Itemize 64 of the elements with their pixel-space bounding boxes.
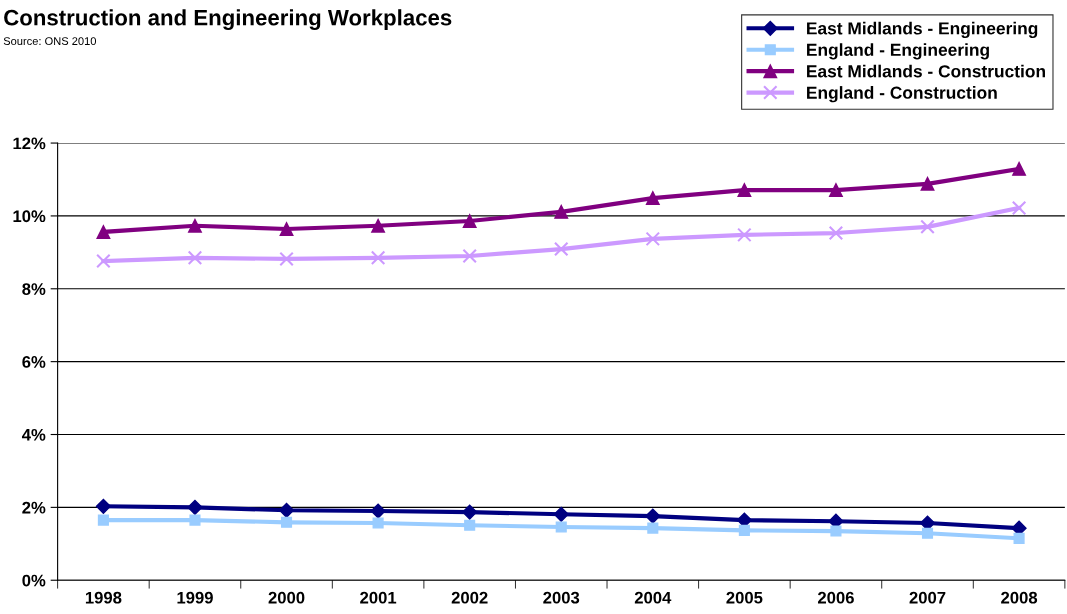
y-tick-label: 12% xyxy=(13,137,46,150)
point xyxy=(189,514,201,526)
point xyxy=(1012,161,1027,176)
point xyxy=(553,241,569,257)
point xyxy=(645,231,661,247)
point xyxy=(279,251,294,267)
chart-title: Construction and Engineering Workplaces xyxy=(4,9,452,31)
point xyxy=(280,516,293,528)
point xyxy=(647,522,659,534)
point xyxy=(737,227,752,243)
point xyxy=(830,525,842,537)
legend-label: England - Construction xyxy=(807,86,997,103)
point xyxy=(645,191,660,206)
point xyxy=(464,519,476,531)
point xyxy=(920,219,935,235)
y-tick-label: 10% xyxy=(13,210,46,223)
point xyxy=(829,183,843,198)
point xyxy=(187,250,203,266)
point xyxy=(370,250,386,266)
point xyxy=(1013,532,1025,544)
legend-label: East Midlands - Construction xyxy=(807,64,1045,78)
point xyxy=(920,176,935,191)
point xyxy=(370,503,386,519)
point xyxy=(188,218,202,233)
point xyxy=(921,527,934,539)
point xyxy=(187,499,203,515)
x-tick-label: 2008 xyxy=(1001,591,1038,604)
x-tick-label: 1999 xyxy=(177,591,213,604)
point xyxy=(96,253,111,269)
point xyxy=(462,248,477,264)
point xyxy=(645,508,661,524)
y-tick-label: 0% xyxy=(22,574,46,587)
point xyxy=(738,524,750,536)
point xyxy=(553,506,569,522)
point xyxy=(828,225,844,241)
x-tick-label: 2000 xyxy=(268,591,305,604)
source-note: Source: ONS 2010 xyxy=(3,37,97,45)
legend-label: East Midlands - Engineering xyxy=(807,21,1038,39)
x-tick-label: 2003 xyxy=(543,591,580,604)
x-tick-label: 2007 xyxy=(909,591,946,604)
point xyxy=(554,204,569,219)
x-tick-label: 2004 xyxy=(634,591,672,604)
legend-label: England - Engineering xyxy=(807,43,989,60)
point xyxy=(97,514,109,526)
point xyxy=(371,218,386,233)
point xyxy=(279,222,294,236)
point xyxy=(96,225,111,239)
point xyxy=(462,504,478,520)
x-tick-label: 2001 xyxy=(360,591,397,604)
point xyxy=(555,521,567,533)
x-tick-label: 2005 xyxy=(726,591,763,604)
point xyxy=(737,183,752,198)
point xyxy=(462,214,477,228)
point xyxy=(372,517,384,529)
point xyxy=(95,498,111,514)
x-tick-label: 1998 xyxy=(85,591,122,604)
x-tick-label: 2006 xyxy=(817,591,854,604)
point xyxy=(1011,200,1027,216)
y-tick-label: 6% xyxy=(22,356,46,368)
y-tick-label: 8% xyxy=(22,283,46,295)
y-tick-label: 4% xyxy=(21,428,46,441)
x-tick-label: 2002 xyxy=(451,591,488,604)
point xyxy=(278,502,295,518)
y-tick-label: 2% xyxy=(22,501,46,514)
